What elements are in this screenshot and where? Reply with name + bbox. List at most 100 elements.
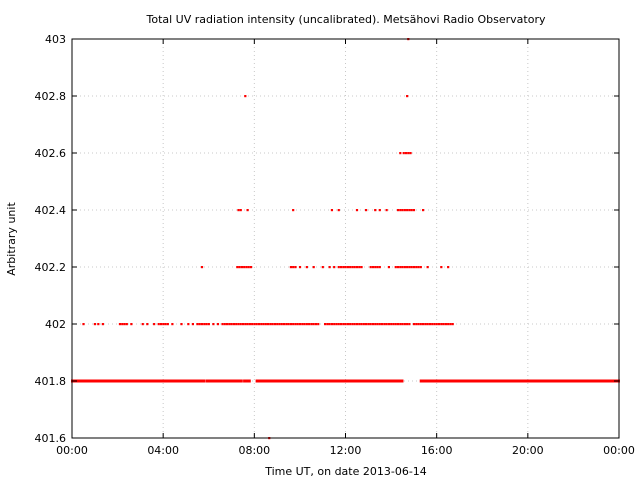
data-point (246, 209, 249, 212)
data-point (314, 323, 318, 326)
data-point (269, 323, 272, 326)
y-tick-label: 401.6 (35, 432, 67, 445)
x-axis-label: Time UT, on date 2013-06-14 (264, 465, 427, 478)
data-point (271, 323, 274, 326)
data-point (305, 323, 308, 326)
data-point (237, 323, 240, 326)
data-point (247, 266, 250, 269)
x-tick-label: 04:00 (147, 444, 179, 457)
data-point (403, 266, 406, 269)
data-point (228, 323, 231, 326)
data-point (303, 323, 306, 326)
data-point (317, 323, 320, 326)
data-point (191, 323, 194, 326)
data-point (337, 266, 340, 269)
data-point (342, 323, 345, 326)
data-point (407, 152, 410, 155)
y-tick-label: 403 (45, 33, 66, 46)
data-point (260, 323, 263, 326)
data-point (244, 323, 247, 326)
data-point (207, 323, 210, 326)
data-point (223, 323, 226, 326)
data-point (387, 323, 391, 326)
data-point (396, 266, 400, 269)
data-point (248, 323, 251, 326)
data-point (171, 323, 174, 326)
data-point (410, 209, 413, 212)
data-point (349, 323, 352, 326)
data-point-run (71, 379, 206, 383)
data-point (428, 323, 432, 326)
data-point (365, 209, 368, 212)
data-point (419, 266, 422, 269)
y-tick-label: 402 (45, 318, 66, 331)
data-point (369, 266, 372, 269)
data-point (278, 323, 281, 326)
data-point (253, 323, 256, 326)
data-point (412, 323, 416, 326)
data-point (440, 266, 443, 269)
data-point (249, 266, 253, 269)
data-point (93, 323, 96, 326)
data-point (244, 95, 247, 98)
data-point (246, 323, 249, 326)
data-point (273, 323, 277, 326)
data-point (257, 323, 261, 326)
data-point (239, 209, 242, 212)
data-point (157, 323, 160, 326)
y-axis: 401.6 401.8 402 402.2 402.4 402.6 402.8 403 (35, 33, 619, 445)
data-point (333, 266, 336, 269)
data-point (289, 266, 292, 269)
data-point (225, 323, 229, 326)
data-point (362, 323, 365, 326)
x-tick-label: 16:00 (421, 444, 453, 457)
data-point (166, 323, 169, 326)
data-point (330, 323, 334, 326)
data-point (146, 323, 149, 326)
y-tick-label: 402.2 (35, 261, 67, 274)
data-point (180, 323, 183, 326)
data-point (335, 323, 338, 326)
data-point (344, 323, 347, 326)
data-point (296, 323, 299, 326)
data-point (221, 323, 224, 326)
data-point (358, 323, 361, 326)
data-point (312, 266, 315, 269)
data-point (203, 323, 206, 326)
data-point (323, 323, 327, 326)
data-point (118, 323, 122, 326)
data-point (262, 323, 265, 326)
data-point (402, 152, 405, 155)
data-point (399, 323, 402, 326)
data-point (374, 323, 377, 326)
data-point (387, 266, 391, 269)
data-point (351, 266, 354, 269)
data-point (339, 266, 343, 269)
data-point (237, 209, 240, 212)
data-point (412, 266, 416, 269)
data-point (371, 266, 375, 269)
data-point (437, 323, 441, 326)
data-point (408, 266, 411, 269)
data-point (351, 323, 354, 326)
x-tick-label: 08:00 (238, 444, 270, 457)
data-point-run (205, 379, 243, 383)
data-point (301, 323, 304, 326)
data-point (349, 266, 352, 269)
data-point (396, 323, 400, 326)
x-tick-label: 20:00 (512, 444, 544, 457)
data-point (267, 323, 270, 326)
data-point (342, 266, 345, 269)
data-point (355, 323, 359, 326)
data-point (392, 323, 395, 326)
data-point (376, 323, 379, 326)
data-point (380, 323, 384, 326)
data-point (346, 323, 349, 326)
data-point (406, 323, 409, 326)
data-point (162, 323, 165, 326)
data-point (403, 209, 406, 212)
data-point (276, 323, 279, 326)
data-point (444, 323, 447, 326)
data-point (294, 266, 297, 269)
